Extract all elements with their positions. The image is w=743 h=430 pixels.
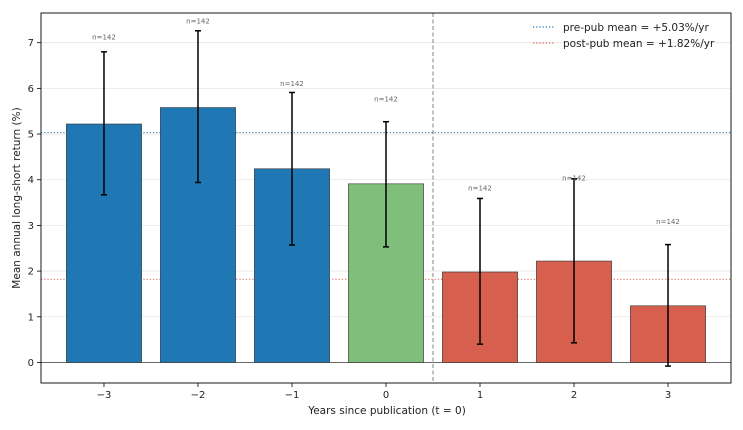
- legend-entry-1: post-pub mean = +1.82%/yr: [563, 38, 715, 50]
- n-label-4: n=142: [468, 184, 492, 192]
- axes: 0 1 2 3 4 5 6 7 −3 −2 −1 0 1 2 3: [28, 12, 732, 401]
- x-tick-label-2: −1: [285, 390, 300, 401]
- x-axis-label: Years since publication (t = 0): [307, 405, 466, 417]
- x-tick-label-3: 0: [383, 390, 389, 401]
- y-tick-label-0: 0: [28, 358, 34, 369]
- y-tick-label-6: 6: [28, 84, 34, 95]
- n-label-2: n=142: [280, 80, 304, 88]
- x-tick-label-6: 3: [665, 390, 671, 401]
- n-label-1: n=142: [186, 17, 210, 25]
- y-tick-label-2: 2: [28, 267, 34, 278]
- n-label-5: n=142: [562, 174, 586, 182]
- n-label-3: n=142: [374, 95, 398, 103]
- y-tick-label-4: 4: [28, 175, 34, 186]
- y-axis-label: Mean annual long-short return (%): [11, 107, 23, 288]
- legend-entry-0: pre-pub mean = +5.03%/yr: [563, 22, 709, 34]
- x-tick-label-5: 2: [571, 390, 577, 401]
- y-tick-label-5: 5: [28, 130, 34, 141]
- y-tick-label-3: 3: [28, 221, 34, 232]
- n-label-6: n=142: [656, 218, 680, 226]
- x-tick-label-4: 1: [477, 390, 483, 401]
- error-bars: [100, 30, 672, 367]
- y-tick-label-1: 1: [28, 312, 34, 323]
- n-label-0: n=142: [92, 34, 116, 42]
- sample-size-labels: n=142 n=142 n=142 n=142 n=142 n=142 n=142: [92, 17, 680, 226]
- x-tick-label-1: −2: [191, 390, 206, 401]
- legend: pre-pub mean = +5.03%/yr post-pub mean = …: [533, 22, 715, 50]
- y-tick-label-7: 7: [28, 38, 34, 49]
- x-tick-label-0: −3: [97, 390, 112, 401]
